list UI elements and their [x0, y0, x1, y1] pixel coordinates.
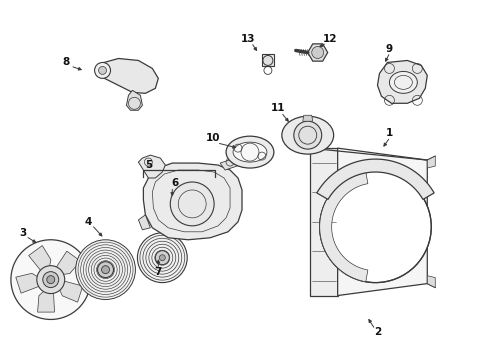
Polygon shape — [54, 251, 81, 275]
Polygon shape — [337, 148, 427, 296]
Polygon shape — [16, 273, 42, 293]
Circle shape — [76, 240, 135, 300]
Text: 1: 1 — [385, 128, 392, 138]
Ellipse shape — [225, 136, 273, 168]
Polygon shape — [262, 54, 273, 67]
Ellipse shape — [388, 71, 416, 93]
Circle shape — [155, 251, 169, 265]
Text: 11: 11 — [270, 103, 285, 113]
Polygon shape — [302, 115, 312, 121]
Polygon shape — [309, 148, 337, 296]
Polygon shape — [38, 289, 54, 312]
Text: 3: 3 — [19, 228, 26, 238]
Polygon shape — [143, 163, 242, 240]
Polygon shape — [220, 158, 240, 170]
Text: 5: 5 — [144, 160, 152, 170]
Polygon shape — [58, 280, 82, 302]
Circle shape — [94, 62, 110, 78]
Ellipse shape — [281, 116, 333, 154]
Polygon shape — [99, 58, 158, 93]
Polygon shape — [316, 159, 433, 199]
Polygon shape — [307, 44, 327, 61]
Ellipse shape — [233, 142, 266, 162]
Circle shape — [42, 272, 59, 288]
Polygon shape — [427, 156, 434, 168]
Polygon shape — [427, 276, 434, 288]
Text: 13: 13 — [240, 33, 255, 44]
Circle shape — [98, 262, 113, 278]
Text: 9: 9 — [385, 44, 392, 54]
Circle shape — [99, 67, 106, 75]
Polygon shape — [138, 215, 150, 230]
Circle shape — [11, 240, 90, 319]
Circle shape — [293, 121, 321, 149]
Polygon shape — [377, 60, 427, 103]
Circle shape — [102, 266, 109, 274]
Polygon shape — [29, 246, 51, 273]
Circle shape — [159, 255, 165, 261]
Text: 8: 8 — [62, 58, 69, 67]
Circle shape — [137, 233, 187, 283]
Text: 2: 2 — [373, 327, 380, 337]
Text: 6: 6 — [171, 178, 179, 188]
Text: 10: 10 — [205, 133, 220, 143]
Circle shape — [319, 171, 430, 283]
Circle shape — [311, 46, 323, 58]
Circle shape — [170, 182, 214, 226]
Circle shape — [47, 276, 55, 284]
Circle shape — [37, 266, 64, 293]
Text: 12: 12 — [322, 33, 336, 44]
Text: 7: 7 — [154, 267, 162, 276]
Polygon shape — [319, 172, 367, 282]
Polygon shape — [126, 90, 142, 110]
Text: 4: 4 — [85, 217, 92, 227]
Circle shape — [263, 55, 272, 66]
Polygon shape — [138, 155, 165, 178]
